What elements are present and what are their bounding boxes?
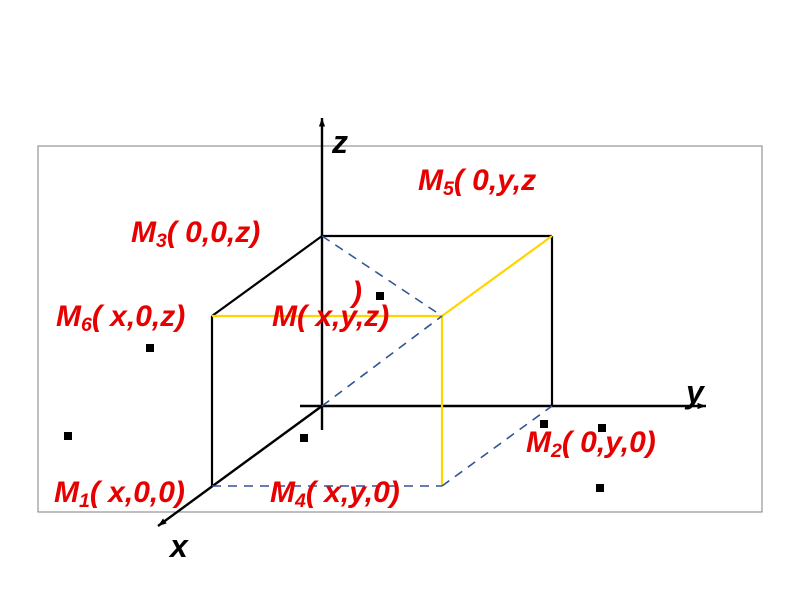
dot-4 — [376, 292, 384, 300]
dot-2 — [64, 432, 72, 440]
dot-1 — [146, 344, 154, 352]
label-m1: M1( x,0,0) — [54, 476, 185, 513]
label-m5: M5( 0,y,z — [418, 164, 536, 201]
axis-label-z: z — [332, 124, 348, 161]
axis-label-y: y — [686, 374, 704, 411]
label-m3: M3( 0,0,z) — [131, 216, 260, 253]
label-m: M( x,y,z) — [272, 300, 389, 334]
label-m4: M4( x,y,0) — [270, 476, 400, 513]
dot-3 — [300, 434, 308, 442]
dot-5 — [540, 420, 548, 428]
dot-6 — [598, 424, 606, 432]
axis-label-x: x — [170, 528, 188, 565]
dot-7 — [596, 484, 604, 492]
label-m2: M2( 0,y,0) — [526, 426, 656, 463]
label-m6: M6( x,0,z) — [56, 300, 185, 337]
